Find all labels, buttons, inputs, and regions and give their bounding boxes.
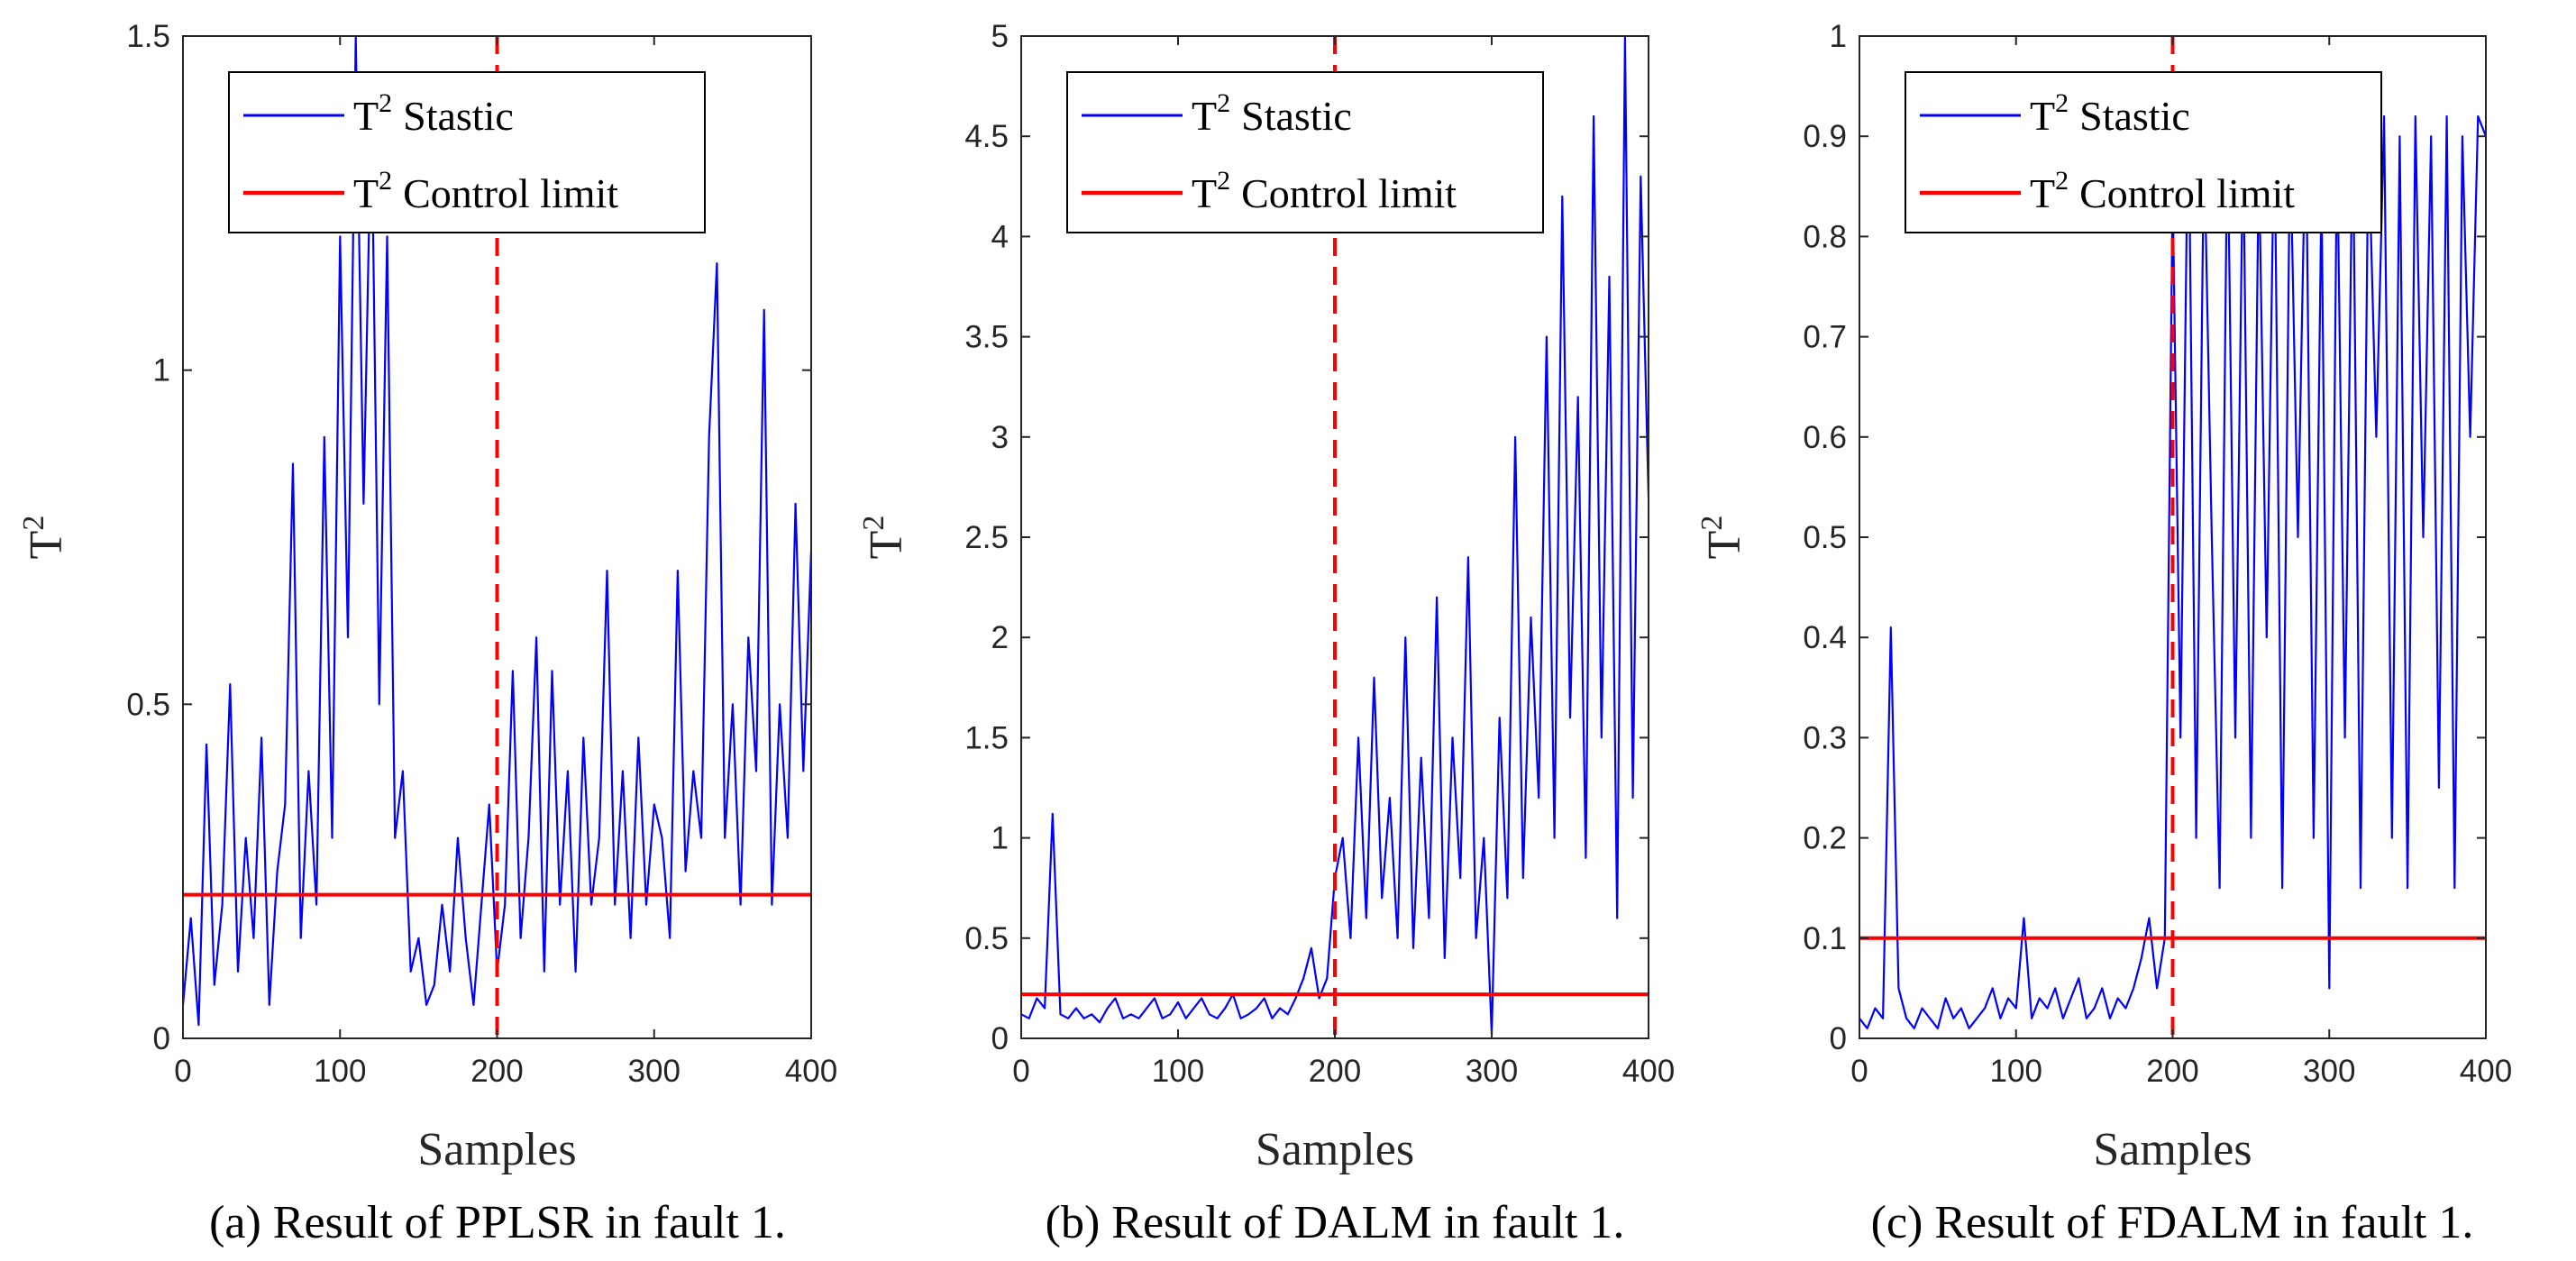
y-tick-label: 0 (991, 1021, 1009, 1056)
legend-entry-rest: Stastic (403, 93, 514, 139)
legend-entry-rest: Control limit (2079, 170, 2295, 216)
legend-entry-base: T (1192, 93, 1217, 139)
x-tick-label: 300 (628, 1054, 681, 1089)
y-tick-label: 0.3 (1803, 720, 1847, 755)
legend-entry-label: T2 Stastic (1192, 88, 1352, 139)
y-tick-label: 0.6 (1803, 420, 1847, 455)
panel-caption: (c) Result of FDALM in fault 1. (1871, 1197, 2474, 1248)
y-axis-label-base: T (861, 531, 912, 560)
legend-entry-label: T2 Control limit (1192, 166, 1457, 216)
y-tick-label: 0.7 (1803, 320, 1847, 355)
y-tick-label: 4 (991, 219, 1009, 254)
x-tick-label: 400 (1622, 1054, 1675, 1089)
y-tick-label: 0.5 (126, 687, 170, 722)
y-axis-label-sup: 2 (857, 516, 891, 531)
x-tick-label: 200 (1309, 1054, 1361, 1089)
legend-entry-sup: 2 (379, 88, 392, 118)
y-tick-label: 4.5 (964, 119, 1009, 154)
x-axis-label: Samples (1256, 1124, 1414, 1175)
plot-data (183, 36, 811, 1038)
x-tick-label: 100 (1152, 1054, 1204, 1089)
x-tick-label: 200 (470, 1054, 523, 1089)
legend-entry-label: T2 Stastic (353, 88, 514, 139)
y-axis-label-sup: 2 (17, 516, 50, 531)
x-tick-label: 0 (1012, 1054, 1029, 1089)
y-axis-label: T2 (857, 516, 912, 560)
x-tick-label: 200 (2146, 1054, 2198, 1089)
y-tick-label: 0.8 (1803, 219, 1847, 254)
legend-entry-label: T2 Control limit (353, 166, 618, 216)
y-tick-label: 1 (991, 821, 1009, 856)
legend-entry-sup: 2 (379, 166, 392, 196)
x-tick-label: 0 (1850, 1054, 1868, 1089)
panel-caption: (b) Result of DALM in fault 1. (1046, 1197, 1625, 1248)
y-tick-label: 0.4 (1803, 620, 1847, 655)
y-tick-label: 1 (1830, 19, 1847, 54)
y-tick-label: 2 (991, 620, 1009, 655)
y-axis-label-base: T (21, 531, 72, 560)
legend-entry-rest: Control limit (403, 170, 618, 216)
legend-entry-rest: Stastic (1241, 93, 1352, 139)
y-tick-label: 0 (1830, 1021, 1847, 1056)
y-axis-label-sup: 2 (1695, 516, 1729, 531)
y-axis-label: T2 (17, 516, 72, 560)
legend-entry-base: T (1192, 170, 1217, 216)
x-tick-label: 400 (785, 1054, 837, 1089)
y-tick-label: 0.2 (1803, 821, 1847, 856)
chart-panel-2: 0 100 200 300 400 0 0.5 1 1.5 2 2.5 3 3.5 4 4.5 5 Sample… (857, 19, 1675, 1248)
y-axis-label: T2 (1695, 516, 1750, 560)
legend-entry-sup: 2 (2055, 166, 2069, 196)
y-axis-label-base: T (1699, 531, 1750, 560)
y-tick-label: 1.5 (964, 720, 1009, 755)
plot-data (1021, 36, 1649, 1038)
y-tick-label: 1 (153, 353, 170, 388)
x-tick-label: 300 (2303, 1054, 2355, 1089)
legend-box (1066, 71, 1544, 233)
x-tick-label: 0 (174, 1054, 191, 1089)
legend-entry-base: T (353, 170, 379, 216)
legend-entry-sup: 2 (1217, 166, 1230, 196)
legend-entry-label: T2 Control limit (2030, 166, 2295, 216)
x-tick-label: 400 (2460, 1054, 2512, 1089)
x-tick-label: 100 (1990, 1054, 2042, 1089)
y-tick-label: 0.5 (964, 921, 1009, 956)
x-axis-label: Samples (417, 1124, 576, 1175)
y-tick-label: 0 (153, 1021, 170, 1056)
y-tick-label: 2.5 (964, 520, 1009, 555)
y-tick-label: 5 (991, 19, 1009, 54)
legend-entry-label: T2 Stastic (2030, 88, 2190, 139)
legend-entry-rest: Stastic (2079, 93, 2190, 139)
legend-box (1905, 71, 2382, 233)
panel-caption: (a) Result of PPLSR in fault 1. (209, 1197, 786, 1248)
y-tick-label: 0.5 (1803, 520, 1847, 555)
y-tick-label: 3 (991, 420, 1009, 455)
x-axis-label: Samples (2093, 1124, 2252, 1175)
legend-entry-sup: 2 (1217, 88, 1230, 118)
x-tick-label: 100 (314, 1054, 366, 1089)
legend-entry-rest: Control limit (1241, 170, 1457, 216)
legend-entry-sup: 2 (2055, 88, 2069, 118)
y-tick-label: 0.1 (1803, 921, 1847, 956)
legend-box (228, 71, 706, 233)
legend-entry-base: T (2030, 93, 2055, 139)
y-tick-label: 3.5 (964, 320, 1009, 355)
legend-entry-base: T (2030, 170, 2055, 216)
x-tick-label: 300 (1466, 1054, 1518, 1089)
legend-entry-base: T (353, 93, 379, 139)
y-tick-label: 1.5 (126, 19, 170, 54)
y-tick-label: 0.9 (1803, 119, 1847, 154)
chart-panel-3: 0 100 200 300 400 0 0.1 0.2 0.3 0.4 0.5 0.6 0.7 0.8 0.… (1695, 19, 2512, 1248)
